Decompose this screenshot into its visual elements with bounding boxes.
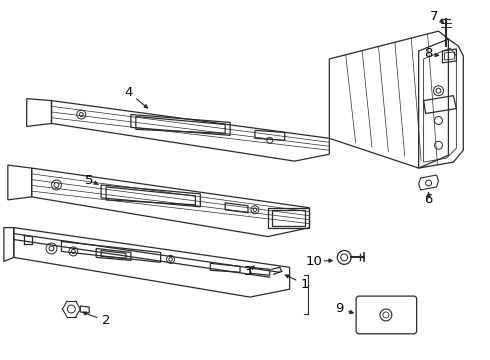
Text: 7: 7	[430, 10, 439, 23]
Text: 4: 4	[125, 86, 133, 99]
Text: 5: 5	[85, 174, 94, 186]
Text: 1: 1	[300, 278, 309, 291]
Text: 9: 9	[335, 302, 343, 315]
Text: 2: 2	[102, 314, 110, 327]
Text: 6: 6	[424, 193, 433, 206]
Text: 3: 3	[244, 265, 252, 278]
Text: 10: 10	[306, 255, 323, 268]
Text: 8: 8	[424, 48, 433, 60]
